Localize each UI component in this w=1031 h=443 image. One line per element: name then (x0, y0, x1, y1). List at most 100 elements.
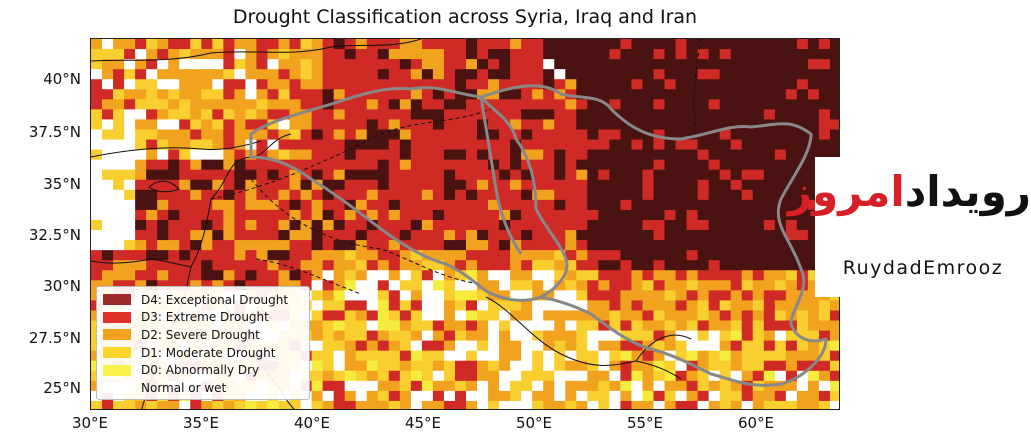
legend-swatch-d4 (103, 294, 131, 306)
drought-cell (344, 360, 357, 372)
drought-cell (388, 59, 401, 70)
drought-cell (311, 260, 324, 271)
drought-cell (190, 99, 202, 110)
drought-cell (642, 370, 654, 382)
drought-cell (576, 260, 588, 271)
drought-cell (598, 169, 610, 181)
drought-cell (664, 370, 677, 382)
drought-cell (124, 149, 136, 161)
drought-cell (190, 400, 202, 409)
drought-cell (146, 250, 158, 261)
drought-cell (488, 330, 500, 342)
drought-cell (234, 109, 246, 120)
drought-cell (686, 350, 699, 362)
drought-cell (807, 139, 820, 151)
drought-cell (719, 119, 732, 130)
country-outlines (249, 84, 828, 387)
drought-cell (477, 260, 489, 271)
drought-cell (741, 149, 754, 161)
drought-cell (91, 129, 103, 141)
drought-cell (730, 390, 743, 402)
drought-cell (454, 219, 467, 231)
drought-cell (344, 49, 357, 60)
drought-cell (245, 49, 257, 60)
drought-cell (223, 219, 235, 231)
drought-cell (234, 99, 246, 110)
drought-cell (300, 89, 313, 100)
drought-cell (124, 119, 136, 130)
drought-cell (587, 290, 599, 301)
drought-cell (488, 280, 500, 291)
drought-cell (598, 39, 610, 50)
drought-cell (807, 59, 820, 70)
drought-cell (212, 49, 224, 60)
drought-cell (168, 260, 180, 271)
drought-cell (399, 330, 412, 342)
drought-cell (587, 129, 599, 141)
drought-cell (554, 119, 566, 130)
drought-cell (432, 119, 445, 130)
drought-cell (333, 290, 346, 301)
drought-cell (322, 219, 335, 231)
drought-cell (388, 250, 401, 261)
drought-cell (91, 119, 103, 130)
drought-cell (366, 270, 379, 281)
drought-cell (543, 129, 555, 141)
drought-cell (708, 230, 721, 241)
drought-cell (322, 360, 335, 372)
drought-cell (168, 400, 180, 409)
drought-cell (730, 330, 743, 342)
drought-cell (730, 300, 743, 311)
drought-cell (212, 69, 224, 80)
drought-cell (631, 340, 643, 352)
drought-cell (344, 390, 357, 402)
drought-cell (730, 189, 743, 201)
drought-cell (388, 219, 401, 231)
drought-cell (168, 149, 180, 161)
logo-persian-part1: رویداد (904, 167, 1031, 216)
drought-cell (333, 109, 346, 120)
drought-cell (785, 219, 798, 231)
drought-cell (697, 250, 710, 261)
drought-cell (388, 199, 401, 211)
drought-cell (421, 59, 434, 70)
drought-cell (488, 39, 500, 50)
drought-cell (741, 179, 754, 191)
drought-cell (576, 199, 588, 211)
drought-cell (609, 370, 621, 382)
drought-cell (344, 69, 357, 80)
drought-cell (146, 79, 158, 90)
drought-cell (576, 400, 588, 409)
drought-cell (278, 79, 291, 90)
drought-cell (421, 99, 434, 110)
drought-cell (675, 230, 688, 241)
drought-cell (499, 39, 511, 50)
drought-cell (168, 139, 180, 151)
drought-cell (565, 260, 577, 271)
drought-cell (135, 49, 147, 60)
drought-cell (686, 310, 699, 322)
drought-cell (521, 240, 533, 251)
drought-cell (278, 129, 291, 141)
drought-cell (763, 300, 776, 311)
drought-cell (223, 39, 235, 50)
drought-cell (818, 380, 831, 392)
legend-swatch-d2 (103, 329, 131, 341)
drought-cell (124, 219, 136, 231)
drought-cell (179, 59, 191, 70)
drought-cell (653, 340, 666, 352)
drought-cell (366, 310, 379, 322)
drought-cell (664, 280, 677, 291)
drought-cell (609, 350, 621, 362)
drought-cell (443, 159, 456, 171)
drought-cell (443, 169, 456, 181)
drought-cell (719, 99, 732, 110)
drought-cell (466, 99, 478, 110)
drought-cell (532, 89, 544, 100)
drought-cell (499, 149, 511, 161)
drought-cell (675, 310, 688, 322)
drought-cell (168, 129, 180, 141)
drought-cell (829, 149, 839, 161)
drought-cell (454, 380, 467, 392)
drought-cell (311, 129, 324, 141)
